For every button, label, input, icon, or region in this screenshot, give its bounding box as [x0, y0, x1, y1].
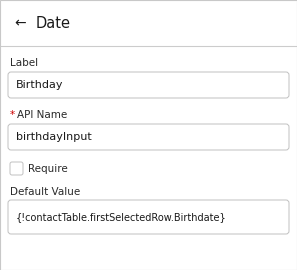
FancyBboxPatch shape	[8, 72, 289, 98]
Text: Default Value: Default Value	[10, 187, 80, 197]
Text: Require: Require	[28, 164, 68, 174]
Text: API Name: API Name	[17, 110, 67, 120]
Text: *: *	[10, 110, 15, 120]
FancyBboxPatch shape	[8, 124, 289, 150]
FancyBboxPatch shape	[8, 200, 289, 234]
Text: Date: Date	[36, 15, 71, 31]
Text: ←: ←	[14, 16, 26, 30]
Text: {!contactTable.firstSelectedRow.Birthdate}: {!contactTable.firstSelectedRow.Birthdat…	[16, 212, 227, 222]
Text: birthdayInput: birthdayInput	[16, 132, 92, 142]
FancyBboxPatch shape	[10, 162, 23, 175]
Bar	[0, 0, 297, 46]
Text: Label: Label	[10, 58, 38, 68]
Text: Birthday: Birthday	[16, 80, 64, 90]
